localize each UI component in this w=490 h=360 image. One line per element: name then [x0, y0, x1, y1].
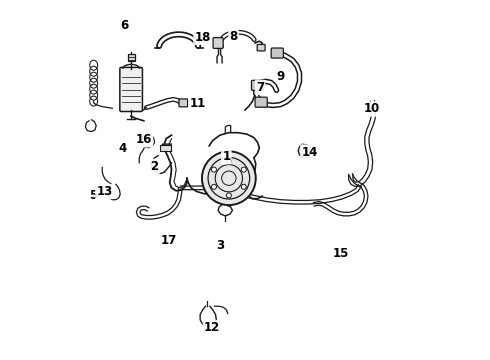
FancyBboxPatch shape: [213, 38, 223, 48]
Text: 2: 2: [150, 160, 159, 173]
FancyBboxPatch shape: [120, 67, 143, 112]
FancyBboxPatch shape: [179, 99, 188, 107]
FancyBboxPatch shape: [255, 97, 267, 107]
Text: 6: 6: [120, 19, 128, 32]
Text: 4: 4: [118, 142, 126, 155]
Text: 7: 7: [256, 81, 264, 94]
Text: 16: 16: [136, 133, 152, 146]
Circle shape: [212, 184, 217, 189]
Text: 14: 14: [301, 145, 318, 158]
FancyBboxPatch shape: [271, 48, 283, 58]
Text: 17: 17: [161, 234, 177, 247]
FancyBboxPatch shape: [160, 145, 171, 150]
Text: 18: 18: [195, 31, 211, 44]
Text: 13: 13: [97, 185, 113, 198]
Text: 10: 10: [364, 103, 380, 116]
Text: 5: 5: [89, 189, 97, 202]
Circle shape: [226, 193, 231, 198]
Text: 9: 9: [277, 69, 285, 82]
Polygon shape: [298, 144, 313, 158]
Circle shape: [226, 158, 231, 163]
FancyBboxPatch shape: [127, 54, 135, 61]
Circle shape: [241, 167, 246, 172]
Circle shape: [202, 151, 256, 205]
FancyBboxPatch shape: [257, 44, 265, 51]
Circle shape: [241, 184, 246, 189]
Text: 3: 3: [216, 239, 224, 252]
Text: 8: 8: [229, 30, 238, 43]
Text: 1: 1: [222, 150, 230, 163]
FancyBboxPatch shape: [251, 80, 264, 90]
Text: 15: 15: [333, 247, 349, 260]
Text: 11: 11: [190, 98, 206, 111]
Text: 12: 12: [204, 321, 220, 334]
Circle shape: [212, 167, 217, 172]
